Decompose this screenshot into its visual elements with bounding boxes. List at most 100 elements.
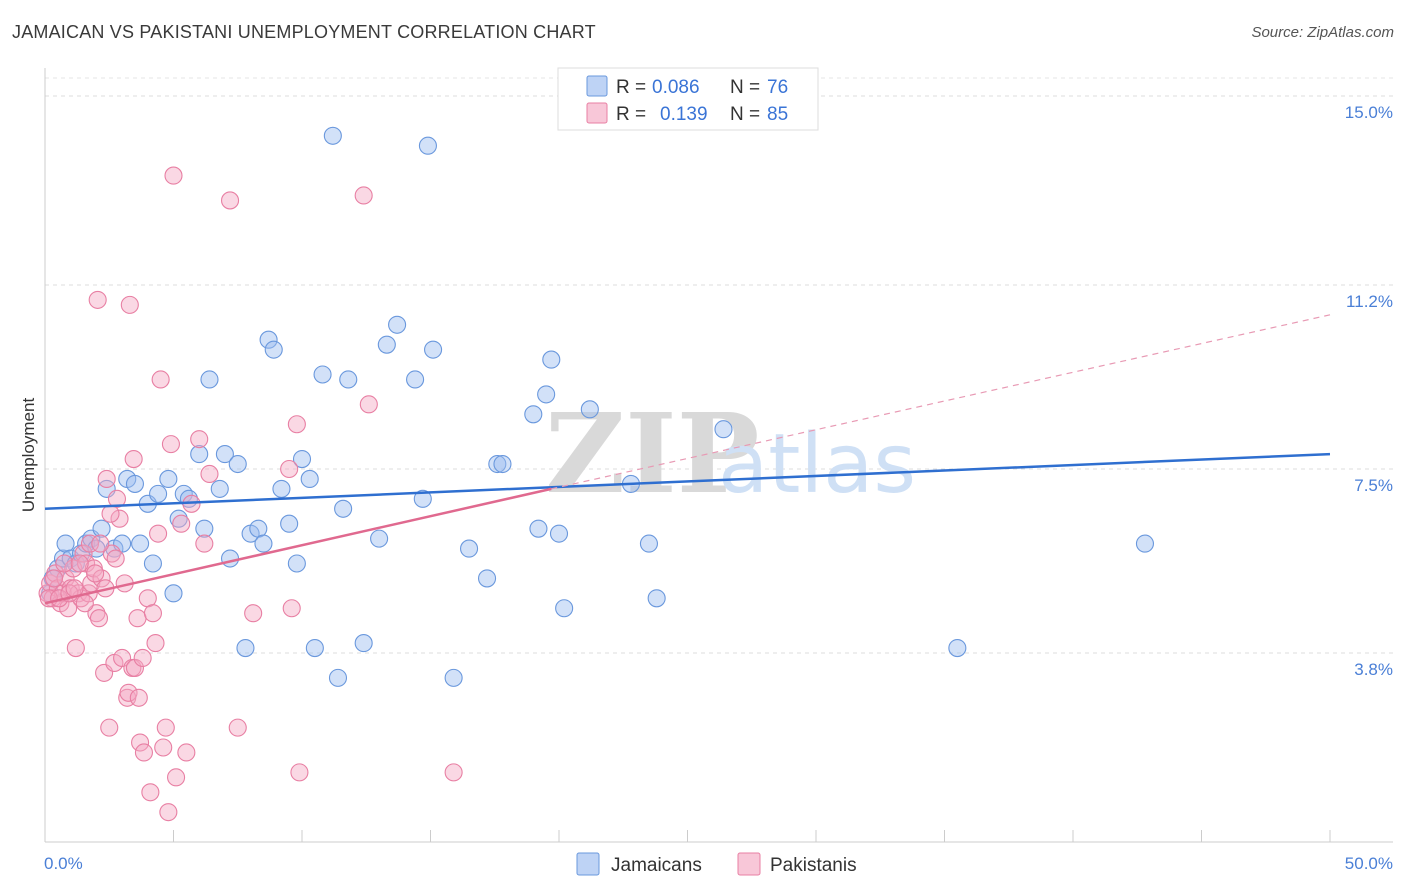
point-pakistanis (149, 524, 168, 543)
point-jamaicans (169, 509, 188, 528)
point-jamaicans (164, 584, 183, 603)
point-pakistanis (129, 688, 148, 707)
point-pakistanis (195, 534, 214, 553)
point-jamaicans (542, 350, 561, 369)
point-pakistanis (190, 430, 209, 449)
point-jamaicans (388, 315, 407, 334)
point-jamaicans (413, 489, 432, 508)
point-jamaicans (529, 519, 548, 538)
point-jamaicans (220, 549, 240, 568)
point-jamaicans (287, 554, 306, 573)
x-tick-labels: 0.0% 50.0% (44, 854, 1393, 873)
point-jamaicans (418, 136, 437, 155)
legend-n-value-pakistanis: 85 (767, 104, 788, 125)
point-pakistanis (161, 435, 180, 454)
point-jamaicans (210, 479, 229, 498)
trend-line-jamaicans (44, 452, 1331, 511)
trend-line-pakistanis-extrapolated (551, 314, 1331, 490)
watermark-atlas: atlas (718, 417, 916, 512)
point-jamaicans (1135, 534, 1155, 553)
point-jamaicans (125, 474, 144, 493)
watermark-zip: ZIP (545, 389, 759, 518)
point-jamaicans (300, 469, 319, 488)
point-pakistanis (228, 718, 247, 737)
point-pakistanis (280, 459, 299, 479)
legend-n-value-jamaicans: 76 (767, 77, 788, 98)
trend-lines (44, 314, 1331, 605)
point-pakistanis (287, 415, 306, 434)
point-pakistanis (119, 683, 138, 702)
point-jamaicans (459, 539, 479, 558)
point-jamaicans (488, 454, 507, 474)
point-pakistanis (133, 648, 152, 668)
point-pakistanis (143, 604, 162, 623)
point-jamaicans (195, 519, 214, 538)
point-pakistanis (75, 594, 94, 613)
point-jamaicans (339, 370, 358, 389)
point-pakistanis (290, 763, 309, 782)
point-pakistanis (200, 464, 219, 484)
point-jamaicans (159, 469, 178, 488)
point-jamaicans (264, 340, 283, 359)
point-pakistanis (86, 564, 105, 583)
legend-swatch-pakistanis (586, 102, 608, 124)
source-credit: Source: ZipAtlas.com (1251, 24, 1394, 41)
point-pakistanis (354, 186, 373, 205)
point-jamaicans (524, 405, 543, 424)
data-points (38, 126, 1155, 822)
point-jamaicans (254, 534, 273, 553)
bottom-legend-label-jamaicans: Jamaicans (611, 855, 702, 876)
point-pakistanis (131, 733, 150, 752)
y-tick-label: 15.0% (1345, 103, 1393, 122)
point-jamaicans (149, 484, 168, 503)
point-pakistanis (80, 534, 100, 553)
point-pakistanis (44, 569, 64, 588)
legend-r-label-pakistanis: R = (616, 104, 646, 125)
y-tick-label: 11.2% (1346, 292, 1393, 311)
point-pakistanis (70, 554, 89, 573)
point-pakistanis (120, 295, 139, 314)
point-pakistanis (359, 395, 378, 414)
point-jamaicans (537, 385, 556, 404)
point-jamaicans (477, 569, 497, 588)
top-legend: R = 0.086 N = 76 R = 0.139 N = 85 (557, 67, 819, 131)
point-jamaicans (493, 454, 512, 474)
point-pakistanis (88, 290, 107, 309)
point-pakistanis (91, 534, 110, 553)
point-jamaicans (215, 445, 234, 464)
point-jamaicans (424, 340, 443, 359)
point-jamaicans (272, 479, 291, 498)
point-jamaicans (228, 454, 247, 474)
point-pakistanis (89, 609, 109, 628)
point-pakistanis (106, 549, 125, 568)
point-jamaicans (190, 445, 209, 464)
point-jamaicans (580, 400, 599, 419)
point-jamaicans (549, 524, 569, 543)
point-pakistanis (444, 763, 463, 782)
point-jamaicans (236, 638, 255, 658)
point-jamaicans (313, 365, 332, 384)
point-pakistanis (244, 604, 263, 623)
point-pakistanis (151, 370, 170, 389)
point-pakistanis (124, 450, 143, 469)
point-pakistanis (159, 803, 178, 822)
point-jamaicans (305, 638, 324, 658)
point-pakistanis (220, 191, 240, 210)
legend-r-label-jamaicans: R = (616, 77, 646, 98)
point-jamaicans (639, 534, 659, 553)
point-pakistanis (110, 509, 129, 528)
point-jamaicans (354, 634, 373, 653)
point-jamaicans (328, 668, 348, 687)
point-pakistanis (87, 604, 106, 623)
point-pakistanis (107, 489, 127, 508)
point-pakistanis (125, 658, 144, 677)
legend-swatch-jamaicans (586, 75, 608, 97)
point-pakistanis (100, 718, 119, 737)
y-axis-label: Unemployment (19, 398, 38, 513)
chart-title: JAMAICAN VS PAKISTANI UNEMPLOYMENT CORRE… (12, 22, 596, 42)
point-pakistanis (282, 599, 301, 618)
point-jamaicans (200, 370, 219, 389)
point-pakistanis (97, 469, 116, 488)
y-tick-labels: 3.8% 7.5% 11.2% 15.0% (1345, 103, 1393, 679)
point-pakistanis (167, 768, 186, 787)
